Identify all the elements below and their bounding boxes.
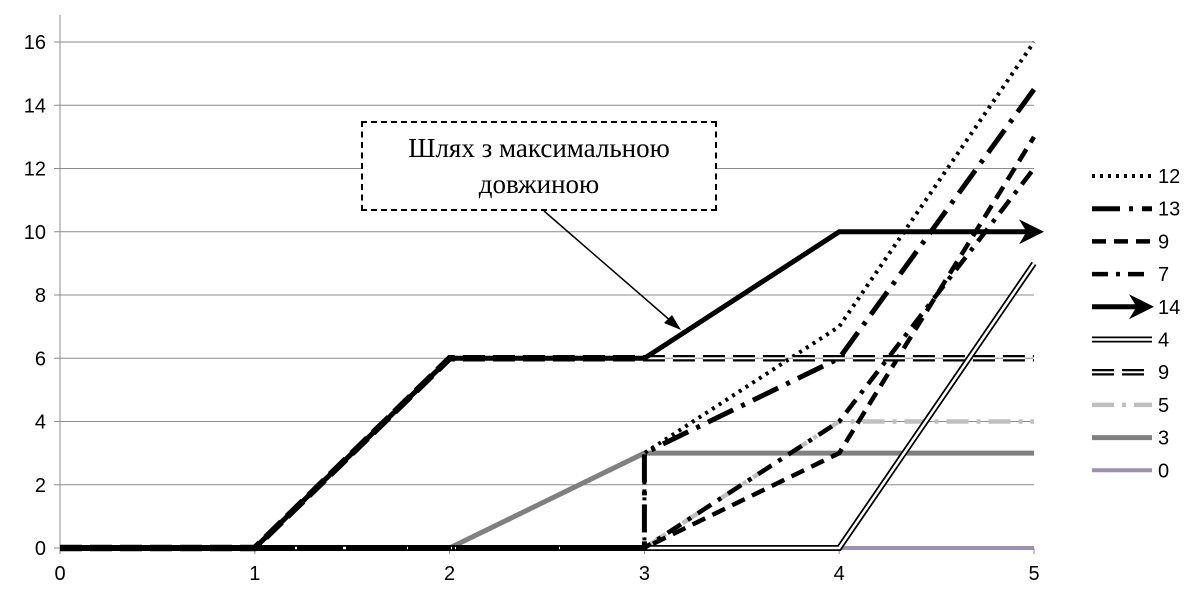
y-tick-label: 6 bbox=[35, 348, 46, 370]
legend-label: 4 bbox=[1158, 330, 1169, 352]
y-tick-label: 14 bbox=[24, 95, 46, 117]
legend-entry-s4: 4 bbox=[1092, 330, 1169, 352]
series-line-s9a bbox=[60, 135, 1036, 551]
x-tick-label: 1 bbox=[249, 563, 260, 585]
y-tick-label: 2 bbox=[35, 475, 46, 497]
series-line-s3 bbox=[60, 450, 1034, 551]
legend-label: 14 bbox=[1158, 297, 1180, 319]
series-line-s13 bbox=[60, 87, 1037, 551]
x-tick-label: 4 bbox=[834, 563, 845, 585]
x-tick-label: 5 bbox=[1028, 563, 1039, 585]
y-tick-label: 12 bbox=[24, 159, 46, 181]
annotation-text: Шлях з максимальною довжиною bbox=[408, 133, 670, 199]
legend-label: 13 bbox=[1158, 199, 1180, 221]
series-line-s4-inner bbox=[60, 262, 1036, 550]
y-tick-label: 4 bbox=[35, 412, 46, 434]
series-line-s5 bbox=[60, 419, 1034, 551]
legend-entry-s9a: 9 bbox=[1092, 231, 1169, 253]
legend-label: 9 bbox=[1158, 231, 1169, 253]
annotation-pointer bbox=[543, 210, 673, 323]
series-s9a bbox=[60, 135, 1036, 551]
legend: 12 13 9 7 14 4 9 5 3 0 bbox=[1092, 166, 1180, 482]
series-line-s14 bbox=[60, 219, 1044, 551]
legend-label: 5 bbox=[1158, 395, 1169, 417]
series-s14 bbox=[60, 219, 1044, 551]
y-tick-label: 0 bbox=[35, 538, 46, 560]
series-s13 bbox=[60, 87, 1037, 551]
legend-entry-s7: 7 bbox=[1092, 264, 1169, 286]
grid bbox=[60, 41, 1034, 486]
series-s3 bbox=[60, 450, 1034, 551]
legend-label: 9 bbox=[1158, 362, 1169, 384]
legend-entry-s9b: 9 bbox=[1092, 362, 1169, 384]
series-lines bbox=[60, 40, 1044, 552]
annotation-pointer-head bbox=[664, 315, 681, 330]
y-tick-label: 8 bbox=[35, 285, 46, 307]
legend-entry-s3: 3 bbox=[1092, 428, 1169, 450]
annotation-box: Шлях з максимальною довжиною bbox=[361, 121, 717, 211]
legend-entry-s14: 14 bbox=[1092, 294, 1180, 320]
x-tick-label: 3 bbox=[639, 563, 650, 585]
series-s5 bbox=[60, 419, 1034, 551]
x-tick-label: 2 bbox=[444, 563, 455, 585]
legend-entry-s13: 13 bbox=[1092, 199, 1180, 221]
legend-label: 12 bbox=[1158, 166, 1180, 188]
series-line-s4 bbox=[60, 261, 1037, 551]
legend-entry-s5: 5 bbox=[1092, 395, 1169, 417]
legend-label: 7 bbox=[1158, 264, 1169, 286]
legend-entry-s12: 12 bbox=[1092, 166, 1180, 188]
legend-label: 0 bbox=[1158, 460, 1169, 482]
annotation-arrow bbox=[543, 210, 681, 330]
x-tick-label: 0 bbox=[54, 563, 65, 585]
legend-label: 3 bbox=[1158, 428, 1169, 450]
series-s4 bbox=[60, 261, 1037, 551]
legend-entry-s0: 0 bbox=[1092, 460, 1169, 482]
y-tick-label: 10 bbox=[24, 222, 46, 244]
y-tick-label: 16 bbox=[24, 32, 46, 54]
